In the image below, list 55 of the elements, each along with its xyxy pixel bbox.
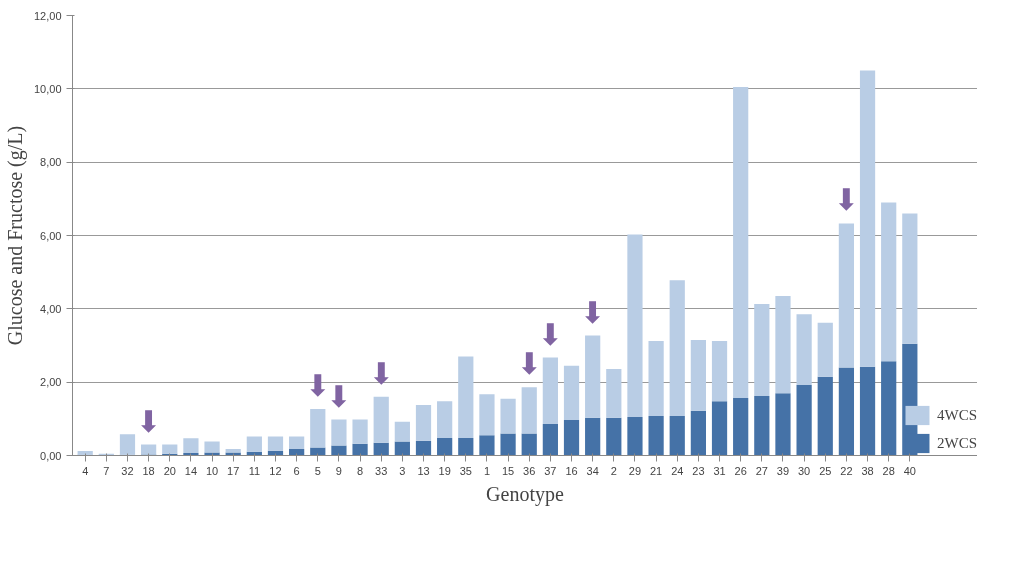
x-tick-label: 37 [544,464,557,477]
y-tick-label: 4,00 [40,302,62,315]
x-tick-label: 17 [227,464,240,477]
y-tick-label: 12,00 [33,9,62,22]
x-tick-label: 27 [755,464,768,477]
annotation: ⬇ [833,182,859,218]
annotation: ⬇ [368,355,394,391]
x-tick-label: 3 [399,464,406,477]
x-tick-label: 23 [692,464,705,477]
x-tick-label: 25 [819,464,832,477]
y-tick-label: 2,00 [40,376,62,389]
x-tick-label: 5 [314,464,321,477]
x-axis-title: Genotype [486,482,564,506]
x-tick-label: 9 [335,464,342,477]
x-tick-label: 11 [248,464,261,477]
x-tick-label: 18 [142,464,155,477]
y-tick-label: 10,00 [33,82,62,95]
x-tick-label: 38 [861,464,874,477]
x-tick-label: 12 [269,464,282,477]
x-tick-label: 24 [671,464,684,477]
x-tick-label: 36 [523,464,536,477]
x-tick-label: 4 [82,464,89,477]
x-tick-label: 15 [501,464,515,477]
x-tick-label: 16 [565,464,578,477]
legend-label: 2WCS [936,434,977,452]
x-tick-label: 10 [205,464,219,477]
x-tick-label: 40 [903,464,916,477]
y-tick-label: 0,00 [40,449,62,462]
x-tick-label: 13 [417,464,430,477]
x-tick-label: 28 [882,464,895,477]
x-tick-label: 8 [357,464,364,477]
x-tick-label: 29 [628,464,642,477]
y-tick-label: 8,00 [40,156,62,169]
y-axis-title: Glucose and Fructose (g/L) [3,125,27,346]
x-tick-label: 19 [438,464,451,477]
x-tick-label: 35 [459,464,472,477]
x-tick-label: 34 [586,464,599,477]
x-tick-label: 39 [776,464,790,477]
x-tick-label: 33 [375,464,388,477]
x-tick-label: 1 [483,464,491,477]
x-tick-label: 6 [293,464,300,477]
x-tick-label: 22 [840,464,853,477]
x-tick-label: 7 [103,464,110,477]
annotation: ⬇ [136,403,162,439]
y-tick-label: 6,00 [40,229,62,242]
x-tick-label: 26 [734,464,747,477]
x-tick-label: 31 [713,464,726,477]
annotation: ⬇ [326,378,352,414]
x-tick-label: 14 [184,464,198,477]
legend-label: 4WCS [936,406,977,424]
x-tick-label: 30 [797,464,811,477]
x-tick-label: 2 [610,464,617,477]
x-tick-label: 21 [649,464,663,477]
x-tick-label: 20 [163,464,176,477]
x-tick-label: 32 [121,464,134,477]
